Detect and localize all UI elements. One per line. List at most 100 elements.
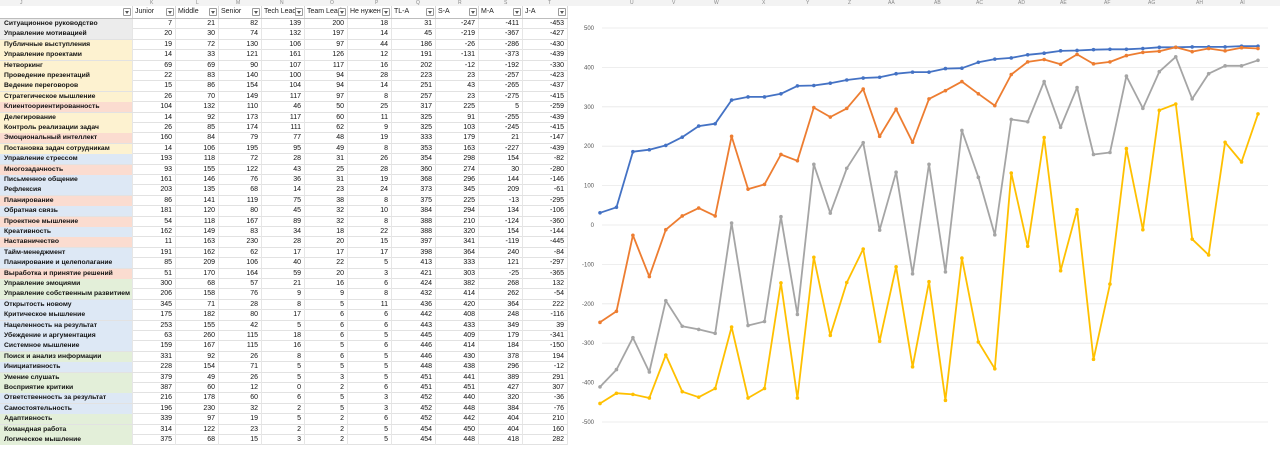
value-cell[interactable]: 130: [219, 39, 262, 50]
series-1-point[interactable]: [960, 79, 964, 84]
value-cell[interactable]: 6: [305, 310, 348, 321]
series-2-point[interactable]: [943, 270, 948, 274]
value-cell[interactable]: 448: [436, 403, 479, 414]
value-cell[interactable]: 17: [262, 247, 305, 258]
value-cell[interactable]: 158: [176, 289, 219, 300]
value-cell[interactable]: 94: [305, 71, 348, 81]
series-2-point[interactable]: [746, 323, 750, 328]
value-cell[interactable]: 69: [133, 60, 176, 71]
value-cell[interactable]: 19: [133, 39, 176, 50]
skill-name-cell[interactable]: Выработка и принятие решений: [0, 268, 133, 279]
series-3-point[interactable]: [1190, 237, 1194, 241]
value-cell[interactable]: 162: [133, 227, 176, 237]
value-cell[interactable]: 140: [219, 71, 262, 81]
value-cell[interactable]: 178: [176, 393, 219, 404]
value-cell[interactable]: 353: [392, 143, 436, 154]
series-1-point[interactable]: [1058, 62, 1063, 67]
series-1-point[interactable]: [844, 106, 849, 111]
skill-name-cell[interactable]: Убеждение и аргументация: [0, 331, 133, 341]
value-cell[interactable]: 222: [523, 299, 568, 310]
series-2-point[interactable]: [1009, 117, 1014, 122]
value-cell[interactable]: 106: [262, 39, 305, 50]
header-cell[interactable]: Senior: [219, 6, 262, 18]
value-cell[interactable]: 379: [133, 372, 176, 383]
value-cell[interactable]: 184: [479, 341, 523, 352]
series-2-point[interactable]: [696, 327, 701, 332]
value-cell[interactable]: 5: [348, 331, 392, 341]
value-cell[interactable]: 122: [176, 424, 219, 435]
value-cell[interactable]: 154: [219, 81, 262, 92]
series-1-point[interactable]: [1141, 50, 1145, 55]
value-cell[interactable]: -341: [523, 331, 568, 341]
value-cell[interactable]: 5: [348, 424, 392, 435]
value-cell[interactable]: -36: [523, 393, 568, 404]
series-0-point[interactable]: [664, 143, 668, 148]
value-cell[interactable]: 446: [392, 351, 436, 362]
value-cell[interactable]: -116: [523, 310, 568, 321]
series-3-point[interactable]: [910, 365, 915, 369]
value-cell[interactable]: 448: [392, 362, 436, 373]
series-0-point[interactable]: [1009, 56, 1014, 60]
series-1-point[interactable]: [812, 105, 816, 110]
value-cell[interactable]: 8: [262, 299, 305, 310]
value-cell[interactable]: 5: [305, 403, 348, 414]
series-1-point[interactable]: [762, 182, 767, 187]
value-cell[interactable]: 452: [392, 403, 436, 414]
value-cell[interactable]: 76: [219, 175, 262, 185]
value-cell[interactable]: 135: [176, 185, 219, 196]
value-cell[interactable]: -82: [523, 154, 568, 165]
value-cell[interactable]: -423: [523, 71, 568, 81]
value-cell[interactable]: 8: [348, 143, 392, 154]
value-cell[interactable]: 83: [219, 227, 262, 237]
value-cell[interactable]: 34: [262, 227, 305, 237]
series-1-point[interactable]: [993, 103, 997, 108]
value-cell[interactable]: 8: [262, 351, 305, 362]
series-1-point[interactable]: [1075, 52, 1079, 57]
value-cell[interactable]: 421: [392, 268, 436, 279]
header-cell[interactable]: TL-A: [392, 6, 436, 18]
series-3-point[interactable]: [812, 255, 816, 260]
series-1-point[interactable]: [729, 134, 734, 139]
value-cell[interactable]: 382: [436, 279, 479, 289]
series-0-point[interactable]: [976, 60, 981, 65]
value-cell[interactable]: 345: [133, 299, 176, 310]
value-cell[interactable]: 83: [176, 71, 219, 81]
value-cell[interactable]: 182: [176, 310, 219, 321]
value-cell[interactable]: 230: [219, 237, 262, 248]
series-1-point[interactable]: [1042, 57, 1046, 62]
value-cell[interactable]: 440: [436, 393, 479, 404]
column-letter[interactable]: V: [672, 0, 676, 6]
value-cell[interactable]: 68: [219, 185, 262, 196]
value-cell[interactable]: 132: [523, 279, 568, 289]
value-cell[interactable]: 14: [133, 143, 176, 154]
skill-name-cell[interactable]: Управление стрессом: [0, 154, 133, 165]
series-1-point[interactable]: [647, 274, 652, 279]
value-cell[interactable]: 97: [305, 91, 348, 102]
value-cell[interactable]: 397: [392, 237, 436, 248]
value-cell[interactable]: 48: [305, 133, 348, 144]
series-1-point[interactable]: [1157, 49, 1162, 54]
column-letter[interactable]: AF: [1104, 0, 1111, 6]
value-cell[interactable]: 424: [392, 279, 436, 289]
value-cell[interactable]: 354: [392, 154, 436, 165]
series-2-point[interactable]: [795, 312, 800, 317]
value-cell[interactable]: 8: [348, 216, 392, 227]
value-cell[interactable]: 164: [219, 268, 262, 279]
skill-name-cell[interactable]: Логическое мышление: [0, 435, 133, 445]
value-cell[interactable]: 368: [392, 175, 436, 185]
value-cell[interactable]: 110: [219, 102, 262, 113]
value-cell[interactable]: 21: [479, 133, 523, 144]
header-cell[interactable]: Team Lead: [305, 6, 348, 18]
column-letter[interactable]: M: [236, 0, 241, 6]
value-cell[interactable]: 28: [262, 154, 305, 165]
value-cell[interactable]: 5: [305, 299, 348, 310]
series-0-point[interactable]: [779, 91, 783, 96]
value-cell[interactable]: -265: [479, 81, 523, 92]
value-cell[interactable]: 49: [305, 143, 348, 154]
series-0-point[interactable]: [729, 98, 734, 102]
value-cell[interactable]: 154: [176, 362, 219, 373]
value-cell[interactable]: 333: [392, 133, 436, 144]
value-cell[interactable]: 414: [436, 289, 479, 300]
value-cell[interactable]: 409: [436, 331, 479, 341]
value-cell[interactable]: 6: [348, 310, 392, 321]
